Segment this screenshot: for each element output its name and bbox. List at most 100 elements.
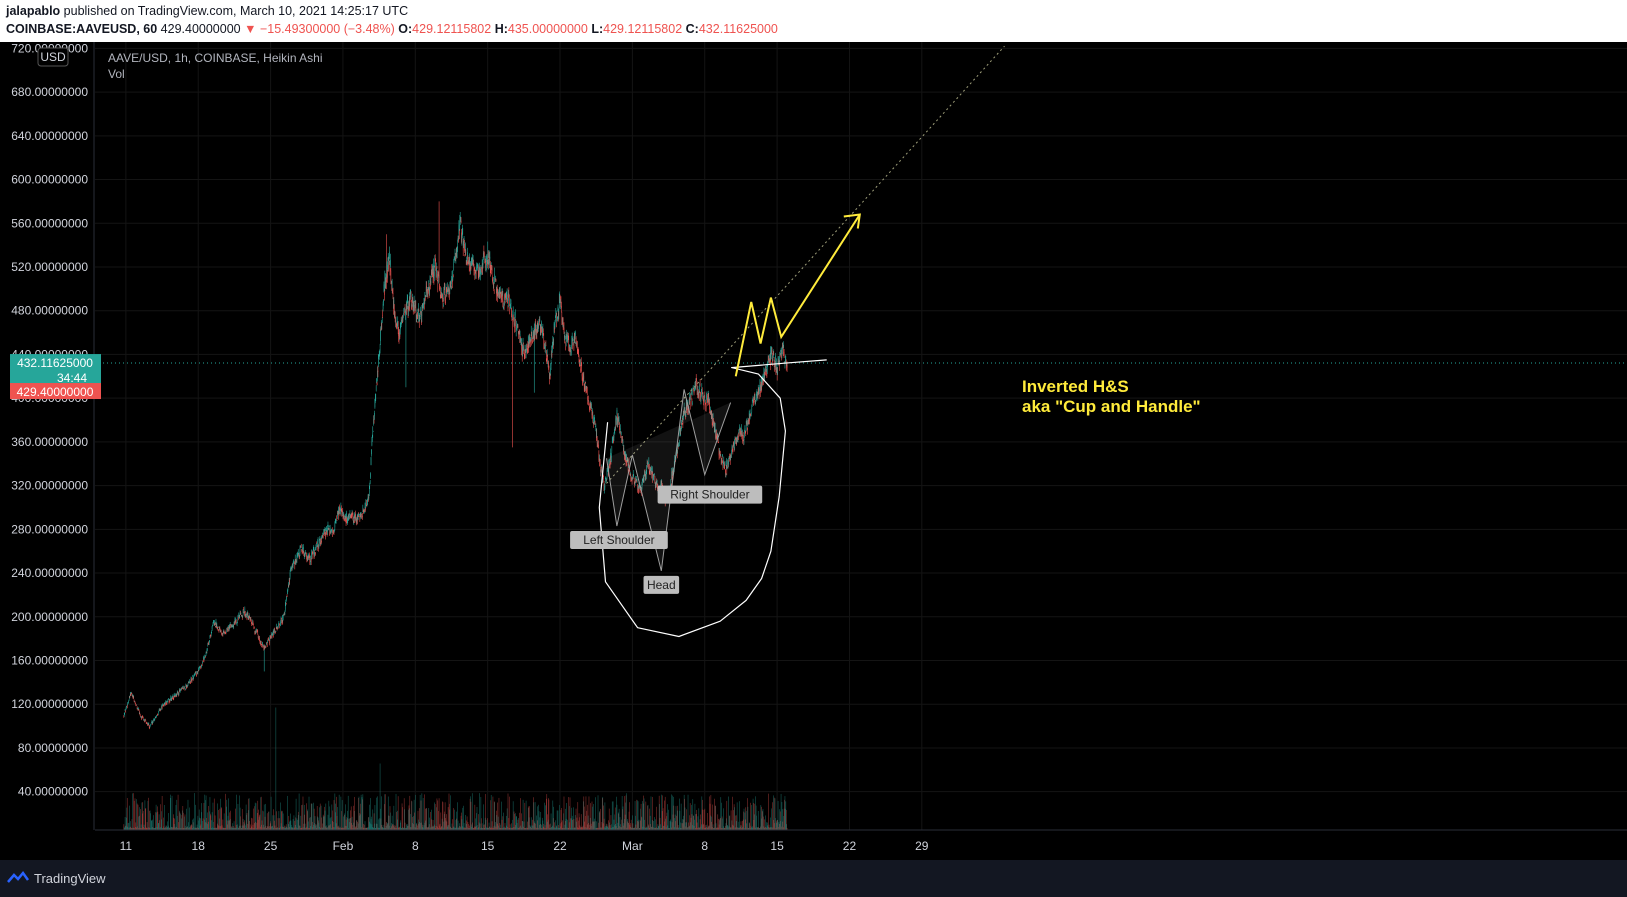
candle-body <box>645 476 647 478</box>
volume-bar <box>596 827 598 830</box>
candle-body <box>175 695 176 697</box>
volume-bar <box>145 827 147 830</box>
volume-bar <box>243 822 245 830</box>
candle-body <box>212 625 213 626</box>
candle-body <box>178 692 180 695</box>
candle-body <box>774 368 775 370</box>
volume-bar <box>614 814 616 830</box>
candle-body <box>356 520 358 522</box>
left-shoulder-label[interactable]: Left Shoulder <box>570 531 668 550</box>
candle-body <box>742 439 743 442</box>
volume-bar <box>184 814 186 830</box>
candle-body <box>169 698 170 701</box>
candle-body <box>276 628 278 630</box>
volume-bar <box>775 827 777 830</box>
candle-body <box>576 343 578 345</box>
series-legend[interactable]: AAVE/USD, 1h, COINBASE, Heikin Ashi <box>108 51 323 65</box>
volume-bar <box>294 827 295 830</box>
volume-bar <box>189 827 191 830</box>
volume-bar <box>126 798 128 830</box>
cup-drawing[interactable] <box>598 359 827 638</box>
volume-bar <box>781 802 783 830</box>
volume-bar <box>286 826 287 830</box>
candle-body <box>692 386 694 389</box>
right-shoulder-label[interactable]: Right Shoulder <box>657 485 763 504</box>
candle-body <box>634 482 636 485</box>
candle-body <box>338 508 340 513</box>
volume-bar <box>577 827 578 830</box>
candle-body <box>351 514 352 516</box>
candle-body <box>137 709 139 711</box>
volume-bar <box>531 825 533 830</box>
volume-bar <box>698 827 700 830</box>
volume-bar <box>569 797 571 830</box>
candle-body <box>473 269 475 271</box>
candle-body <box>754 397 755 400</box>
volume-bar <box>295 798 297 830</box>
candle-body <box>743 438 745 441</box>
volume-bar <box>783 815 784 830</box>
currency-badge[interactable] <box>37 47 69 67</box>
volume-bar <box>561 820 563 830</box>
candle-body <box>171 696 173 698</box>
volume-bar <box>549 827 551 830</box>
candle-body <box>490 270 492 271</box>
candle-body <box>761 385 762 391</box>
volume-bar <box>329 825 330 830</box>
projection-arrow[interactable] <box>734 213 861 377</box>
head-label[interactable]: Head <box>643 575 680 594</box>
candle-body <box>345 514 346 518</box>
candle-body <box>154 717 156 719</box>
candle-body <box>490 262 492 267</box>
candle-body <box>437 271 439 279</box>
candle-body <box>739 430 740 436</box>
candle-body <box>776 367 778 370</box>
volume-bar <box>611 801 613 830</box>
chart-area[interactable]: Left Shoulder Head Right Shoulder 40.00000… <box>0 42 1627 860</box>
volume-bar <box>647 805 648 830</box>
candle-body <box>655 481 657 485</box>
candle-body <box>130 693 131 696</box>
candle-body <box>708 395 709 400</box>
candle-body <box>319 540 321 544</box>
candle-body <box>598 453 600 460</box>
candle-body <box>783 344 784 348</box>
volume-bar <box>497 802 498 830</box>
volume-bar <box>418 823 420 830</box>
volume-bar <box>607 826 609 830</box>
volume-bar <box>404 809 405 830</box>
candle-body <box>627 465 629 471</box>
candle-body <box>482 259 484 265</box>
candle-body <box>751 407 753 411</box>
candle-body <box>522 342 524 344</box>
pattern-subtitle[interactable]: aka "Cup and Handle" <box>1022 397 1201 416</box>
volume-bar <box>524 827 526 830</box>
volume-bar <box>731 827 732 830</box>
volume-bar <box>302 804 303 830</box>
volume-bar <box>352 827 354 830</box>
trendline[interactable] <box>606 45 1005 484</box>
volume-bar <box>384 794 386 830</box>
candle-body <box>124 712 125 714</box>
author-name[interactable]: jalapablo <box>6 4 61 18</box>
candle-body <box>677 444 678 451</box>
candle-body <box>714 425 715 432</box>
candle-body <box>722 454 723 457</box>
volume-bar <box>623 823 625 830</box>
candle-body <box>216 624 218 627</box>
volume-bar <box>503 827 505 830</box>
candle-body <box>508 293 510 295</box>
candle-body <box>625 452 626 457</box>
volume-bar <box>191 825 193 830</box>
candle-body <box>386 279 387 283</box>
candle-body <box>295 559 296 562</box>
candle-body <box>517 325 519 328</box>
candle-body <box>222 634 224 636</box>
hs-pattern-outline[interactable] <box>606 389 732 571</box>
volume-legend[interactable]: Vol <box>108 67 125 81</box>
candle-body <box>350 514 352 517</box>
pattern-title[interactable]: Inverted H&S <box>1022 377 1129 396</box>
volume-bar <box>181 818 182 830</box>
volume-bar <box>668 809 669 830</box>
